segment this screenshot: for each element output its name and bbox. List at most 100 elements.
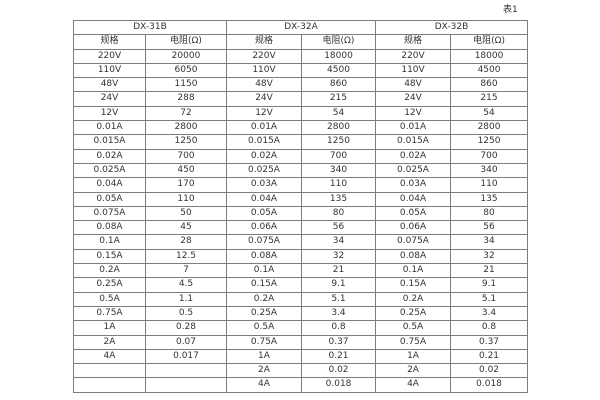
resistance-cell: 1.1 <box>145 291 227 307</box>
spec-cell: 110V <box>375 62 452 79</box>
spec-cell: 12V <box>73 105 146 122</box>
resistance-cell: 5.1 <box>450 291 529 307</box>
resistance-cell: 1250 <box>450 134 529 150</box>
resistance-cell: 340 <box>450 162 529 179</box>
table-row: 0.25A 4.5 0.15A 9.1 0.15A 9.1 <box>73 277 529 293</box>
resistance-cell: 3.4 <box>450 305 529 322</box>
resistance-cell: 0.5 <box>145 305 227 322</box>
group-header-dx32b: DX-32B <box>375 19 529 36</box>
table-row: 2A 0.02 2A 0.02 <box>73 363 529 379</box>
spec-cell: 0.075A <box>73 205 146 222</box>
spec-cell: 0.06A <box>375 220 452 236</box>
resistance-cell: 0.02 <box>300 363 377 379</box>
spec-cell: 1A <box>226 348 302 365</box>
resistance-cell: 2800 <box>145 120 227 136</box>
resistance-cell: 34 <box>300 234 377 250</box>
spec-cell <box>73 377 146 393</box>
resistance-cell: 54 <box>450 105 529 122</box>
spec-cell: 48V <box>226 77 302 93</box>
resistance-cell: 7 <box>145 263 227 279</box>
resistance-cell: 5.1 <box>300 291 377 307</box>
spec-cell: 0.75A <box>226 334 302 350</box>
spec-cell: 220V <box>73 48 146 64</box>
resistance-cell <box>145 363 227 379</box>
table-body: 220V 20000 220V 18000 220V 18000 110V 6050 110V 4… <box>73 48 529 393</box>
resistance-cell: 18000 <box>300 48 377 64</box>
spec-cell: 0.05A <box>226 205 302 222</box>
resistance-cell: 34 <box>450 234 529 250</box>
resistance-cell: 2800 <box>450 120 529 136</box>
resistance-spec-table: DX-31B DX-32A DX-32B 规格 电阻(Ω) 规格 电阻(Ω) 规… <box>73 19 529 393</box>
resistance-cell: 340 <box>300 162 377 179</box>
spec-cell: 0.025A <box>226 162 302 179</box>
group-header-row: DX-31B DX-32A DX-32B <box>73 19 529 36</box>
resistance-cell: 110 <box>300 177 377 193</box>
group-header-dx31b: DX-31B <box>73 19 227 36</box>
spec-cell: 0.2A <box>226 291 302 307</box>
spec-cell: 0.5A <box>226 320 302 336</box>
resistance-cell: 135 <box>300 191 377 207</box>
resistance-column-header: 电阻(Ω) <box>450 34 529 50</box>
resistance-cell: 2800 <box>300 120 377 136</box>
resistance-cell: 6050 <box>145 62 227 79</box>
spec-cell: 0.04A <box>73 177 146 193</box>
spec-cell: 0.025A <box>73 162 146 179</box>
resistance-cell: 0.018 <box>300 377 377 393</box>
spec-cell: 48V <box>73 77 146 93</box>
resistance-cell: 288 <box>145 91 227 107</box>
resistance-cell: 0.8 <box>450 320 529 336</box>
resistance-column-header: 电阻(Ω) <box>300 34 377 50</box>
resistance-cell: 110 <box>145 191 227 207</box>
spec-cell: 0.75A <box>73 305 146 322</box>
resistance-cell: 0.28 <box>145 320 227 336</box>
resistance-cell: 0.018 <box>450 377 529 393</box>
spec-cell: 0.06A <box>226 220 302 236</box>
column-header-row: 规格 电阻(Ω) 规格 电阻(Ω) 规格 电阻(Ω) <box>73 34 529 50</box>
spec-cell: 0.05A <box>73 191 146 207</box>
resistance-cell <box>145 377 227 393</box>
spec-cell: 0.25A <box>73 277 146 293</box>
spec-cell: 220V <box>226 48 302 64</box>
resistance-cell: 18000 <box>450 48 529 64</box>
resistance-cell: 0.02 <box>450 363 529 379</box>
resistance-cell: 700 <box>450 148 529 164</box>
resistance-cell: 4500 <box>450 62 529 79</box>
group-header-dx32a: DX-32A <box>225 19 377 36</box>
spec-cell: 2A <box>375 363 452 379</box>
table-row: 0.5A 1.1 0.2A 5.1 0.2A 5.1 <box>73 291 529 307</box>
table-header: DX-31B DX-32A DX-32B 规格 电阻(Ω) 规格 电阻(Ω) 规… <box>73 19 529 50</box>
table-row: 0.75A 0.5 0.25A 3.4 0.25A 3.4 <box>73 305 529 322</box>
spec-cell: 12V <box>375 105 452 122</box>
resistance-cell: 0.017 <box>145 348 227 365</box>
table-row: 0.2A 7 0.1A 21 0.1A 21 <box>73 263 529 279</box>
spec-cell: 0.15A <box>226 277 302 293</box>
table-row: 0.04A 170 0.03A 110 0.03A 110 <box>73 177 529 193</box>
table-row: 24V 288 24V 215 24V 215 <box>73 91 529 107</box>
spec-cell: 0.5A <box>375 320 452 336</box>
spec-cell: 0.25A <box>375 305 452 322</box>
spec-cell: 0.015A <box>226 134 302 150</box>
spec-cell: 0.01A <box>375 120 452 136</box>
spec-cell: 110V <box>226 62 302 79</box>
spec-cell: 0.015A <box>375 134 452 150</box>
resistance-cell: 1250 <box>145 134 227 150</box>
spec-cell: 0.05A <box>375 205 452 222</box>
spec-column-header: 规格 <box>73 34 146 50</box>
table-row: 0.075A 50 0.05A 80 0.05A 80 <box>73 205 529 222</box>
table-row: 0.05A 110 0.04A 135 0.04A 135 <box>73 191 529 207</box>
spec-cell <box>73 363 146 379</box>
resistance-cell: 0.21 <box>300 348 377 365</box>
spec-cell: 0.15A <box>375 277 452 293</box>
spec-cell: 220V <box>375 48 452 64</box>
resistance-cell: 80 <box>300 205 377 222</box>
resistance-cell: 700 <box>145 148 227 164</box>
resistance-cell: 72 <box>145 105 227 122</box>
spec-cell: 24V <box>226 91 302 107</box>
table-row: 4A 0.017 1A 0.21 1A 0.21 <box>73 348 529 365</box>
spec-cell: 2A <box>226 363 302 379</box>
resistance-cell: 28 <box>145 234 227 250</box>
resistance-cell: 215 <box>300 91 377 107</box>
spec-cell: 24V <box>73 91 146 107</box>
table-row: 110V 6050 110V 4500 110V 4500 <box>73 62 529 79</box>
resistance-cell: 21 <box>450 263 529 279</box>
